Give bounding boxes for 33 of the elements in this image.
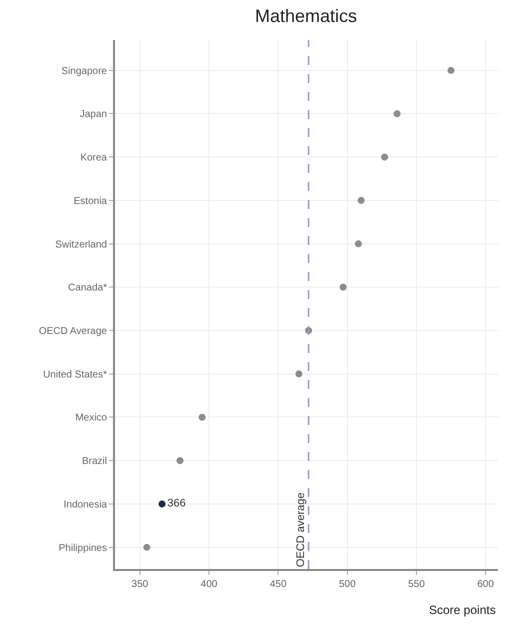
- point: [358, 196, 365, 204]
- chart-title: Mathematics: [254, 6, 358, 26]
- y-tick-label: Korea: [80, 152, 108, 164]
- point: [295, 370, 302, 378]
- y-tick-label: Japan: [80, 109, 107, 120]
- y-tick-label: Mexico: [75, 412, 108, 424]
- y-tick-label: Indonesia: [64, 499, 108, 510]
- y-tick-label: Brazil: [82, 456, 107, 468]
- point: [447, 66, 454, 74]
- point: [198, 414, 206, 421]
- y-tick-label: Estonia: [74, 196, 108, 207]
- y-tick-label: Canada*: [68, 282, 108, 294]
- x-tick-label: 450: [270, 579, 287, 590]
- ref-line-label: OECD average: [295, 492, 308, 568]
- data-label: 366: [167, 498, 186, 510]
- y-tick-label: OECD Average: [38, 326, 108, 338]
- point: [381, 154, 388, 161]
- point: [354, 240, 362, 248]
- point: [394, 110, 401, 118]
- y-tick-label: Singapore: [61, 66, 108, 77]
- x-axis-title: Score points: [429, 603, 496, 617]
- x-tick-label: 400: [200, 579, 218, 590]
- point: [143, 544, 150, 551]
- x-tick-label: 600: [477, 579, 494, 590]
- x-tick-label: 500: [338, 579, 356, 590]
- point: [340, 284, 347, 291]
- x-tick-label: 350: [132, 579, 149, 590]
- x-tick-label: 550: [408, 579, 426, 590]
- y-tick-label: Philippines: [58, 542, 107, 554]
- y-tick-label: United States*: [43, 369, 108, 380]
- point: [158, 500, 166, 508]
- point: [176, 457, 184, 464]
- y-tick-label: Switzerland: [55, 239, 107, 250]
